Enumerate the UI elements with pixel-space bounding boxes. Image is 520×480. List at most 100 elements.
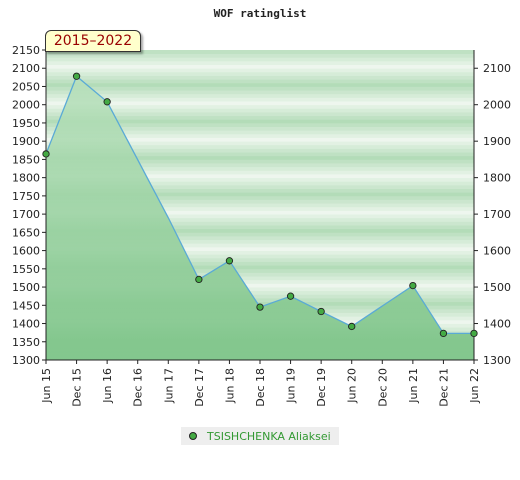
background-band: [46, 82, 474, 87]
background-band: [46, 130, 474, 135]
background-band: [46, 101, 474, 106]
background-band: [46, 53, 474, 58]
y-tick-label-left: 1650: [12, 226, 40, 239]
background-band: [46, 79, 474, 84]
y-tick-label-left: 1800: [12, 172, 40, 185]
y-tick-label-right: 2000: [483, 99, 511, 112]
background-band: [46, 163, 474, 168]
background-band: [46, 170, 474, 175]
y-tick-label-left: 1300: [12, 354, 40, 367]
background-band: [46, 50, 474, 55]
y-tick-label-left: 1700: [12, 208, 40, 221]
background-band: [46, 236, 474, 241]
background-band: [46, 250, 474, 255]
background-band: [46, 166, 474, 171]
y-tick-label-right: 2100: [483, 62, 511, 75]
x-tick-label: Dec 19: [315, 368, 328, 407]
x-tick-label: Jun 16: [101, 368, 114, 404]
background-band: [46, 141, 474, 146]
background-band: [46, 119, 474, 124]
background-band: [46, 97, 474, 102]
background-band: [46, 287, 474, 292]
y-tick-label-left: 2000: [12, 99, 40, 112]
y-tick-label-right: 1700: [483, 208, 511, 221]
background-band: [46, 214, 474, 219]
background-band: [46, 199, 474, 204]
background-band: [46, 279, 474, 284]
background-band: [46, 290, 474, 295]
y-tick-label-right: 1300: [483, 354, 511, 367]
background-band: [46, 254, 474, 259]
background-band: [46, 221, 474, 226]
x-tick-label: Jun 15: [40, 368, 53, 404]
data-point: [317, 307, 325, 316]
y-tick-label-left: 1900: [12, 135, 40, 148]
background-band: [46, 115, 474, 120]
y-tick-label-left: 1350: [12, 336, 40, 349]
data-point: [348, 322, 356, 331]
background-band: [46, 184, 474, 189]
data-point: [103, 98, 111, 106]
background-band: [46, 225, 474, 230]
background-band: [46, 217, 474, 222]
background-band: [46, 60, 474, 65]
y-tick-label-left: 2050: [12, 80, 40, 93]
background-band: [46, 228, 474, 233]
background-band: [46, 265, 474, 270]
data-point: [72, 72, 81, 80]
background-band: [46, 57, 474, 62]
y-tick-label-right: 1500: [483, 281, 511, 294]
background-band: [46, 283, 474, 288]
background-band: [46, 206, 474, 211]
background-band: [46, 104, 474, 109]
x-tick-label: Jun 17: [162, 368, 175, 404]
background-band: [46, 257, 474, 262]
background-band: [46, 90, 474, 95]
background-band: [46, 268, 474, 273]
x-tick-label: Jun 18: [223, 368, 236, 404]
background-band: [46, 71, 474, 76]
background-band: [46, 272, 474, 277]
data-point: [225, 257, 234, 265]
x-tick-label: Jun 21: [407, 368, 420, 404]
background-band: [46, 64, 474, 69]
background-band: [46, 122, 474, 127]
background-band: [46, 246, 474, 251]
x-tick-label: Dec 17: [193, 368, 206, 407]
background-band: [46, 294, 474, 299]
y-axis-right: 1300 1400 1500 1600 1700 1800 1900 2000 2100: [474, 62, 511, 367]
background-band: [46, 203, 474, 208]
background-band: [46, 195, 474, 200]
legend: TSISHCHENKA Aliaksei: [181, 427, 339, 445]
background-band: [46, 188, 474, 193]
background-band: [46, 276, 474, 281]
background-band: [46, 177, 474, 182]
background-band: [46, 137, 474, 142]
y-tick-label-left: 1450: [12, 299, 40, 312]
background-band: [46, 75, 474, 80]
background-band: [46, 133, 474, 138]
background-band: [46, 112, 474, 117]
y-tick-label-right: 1600: [483, 245, 511, 258]
y-axis-left: 1300 1350 1400 1450 1500 1550 1600 1650 1700 1750…: [12, 44, 46, 367]
data-markers: [42, 72, 478, 338]
background-band: [46, 210, 474, 215]
period-badge: 2015–2022: [45, 30, 141, 52]
data-point: [42, 150, 50, 158]
data-point: [286, 292, 295, 300]
y-tick-label-left: 1750: [12, 190, 40, 203]
background-band: [46, 68, 474, 73]
background-band: [46, 148, 474, 153]
x-tick-label: Dec 21: [437, 368, 450, 407]
y-tick-label-left: 2100: [12, 62, 40, 75]
y-tick-label-right: 1800: [483, 172, 511, 185]
y-tick-label-left: 1600: [12, 245, 40, 258]
data-point: [470, 329, 478, 338]
data-point: [195, 275, 203, 284]
x-axis: Jun 15 Dec 15 Jun 16 Dec 16 Jun 17 Dec 17 Jun …: [40, 360, 481, 407]
x-tick-label: Dec 16: [132, 368, 145, 407]
y-tick-label-left: 1950: [12, 117, 40, 130]
x-tick-label: Dec 15: [71, 368, 84, 407]
background-band: [46, 152, 474, 157]
